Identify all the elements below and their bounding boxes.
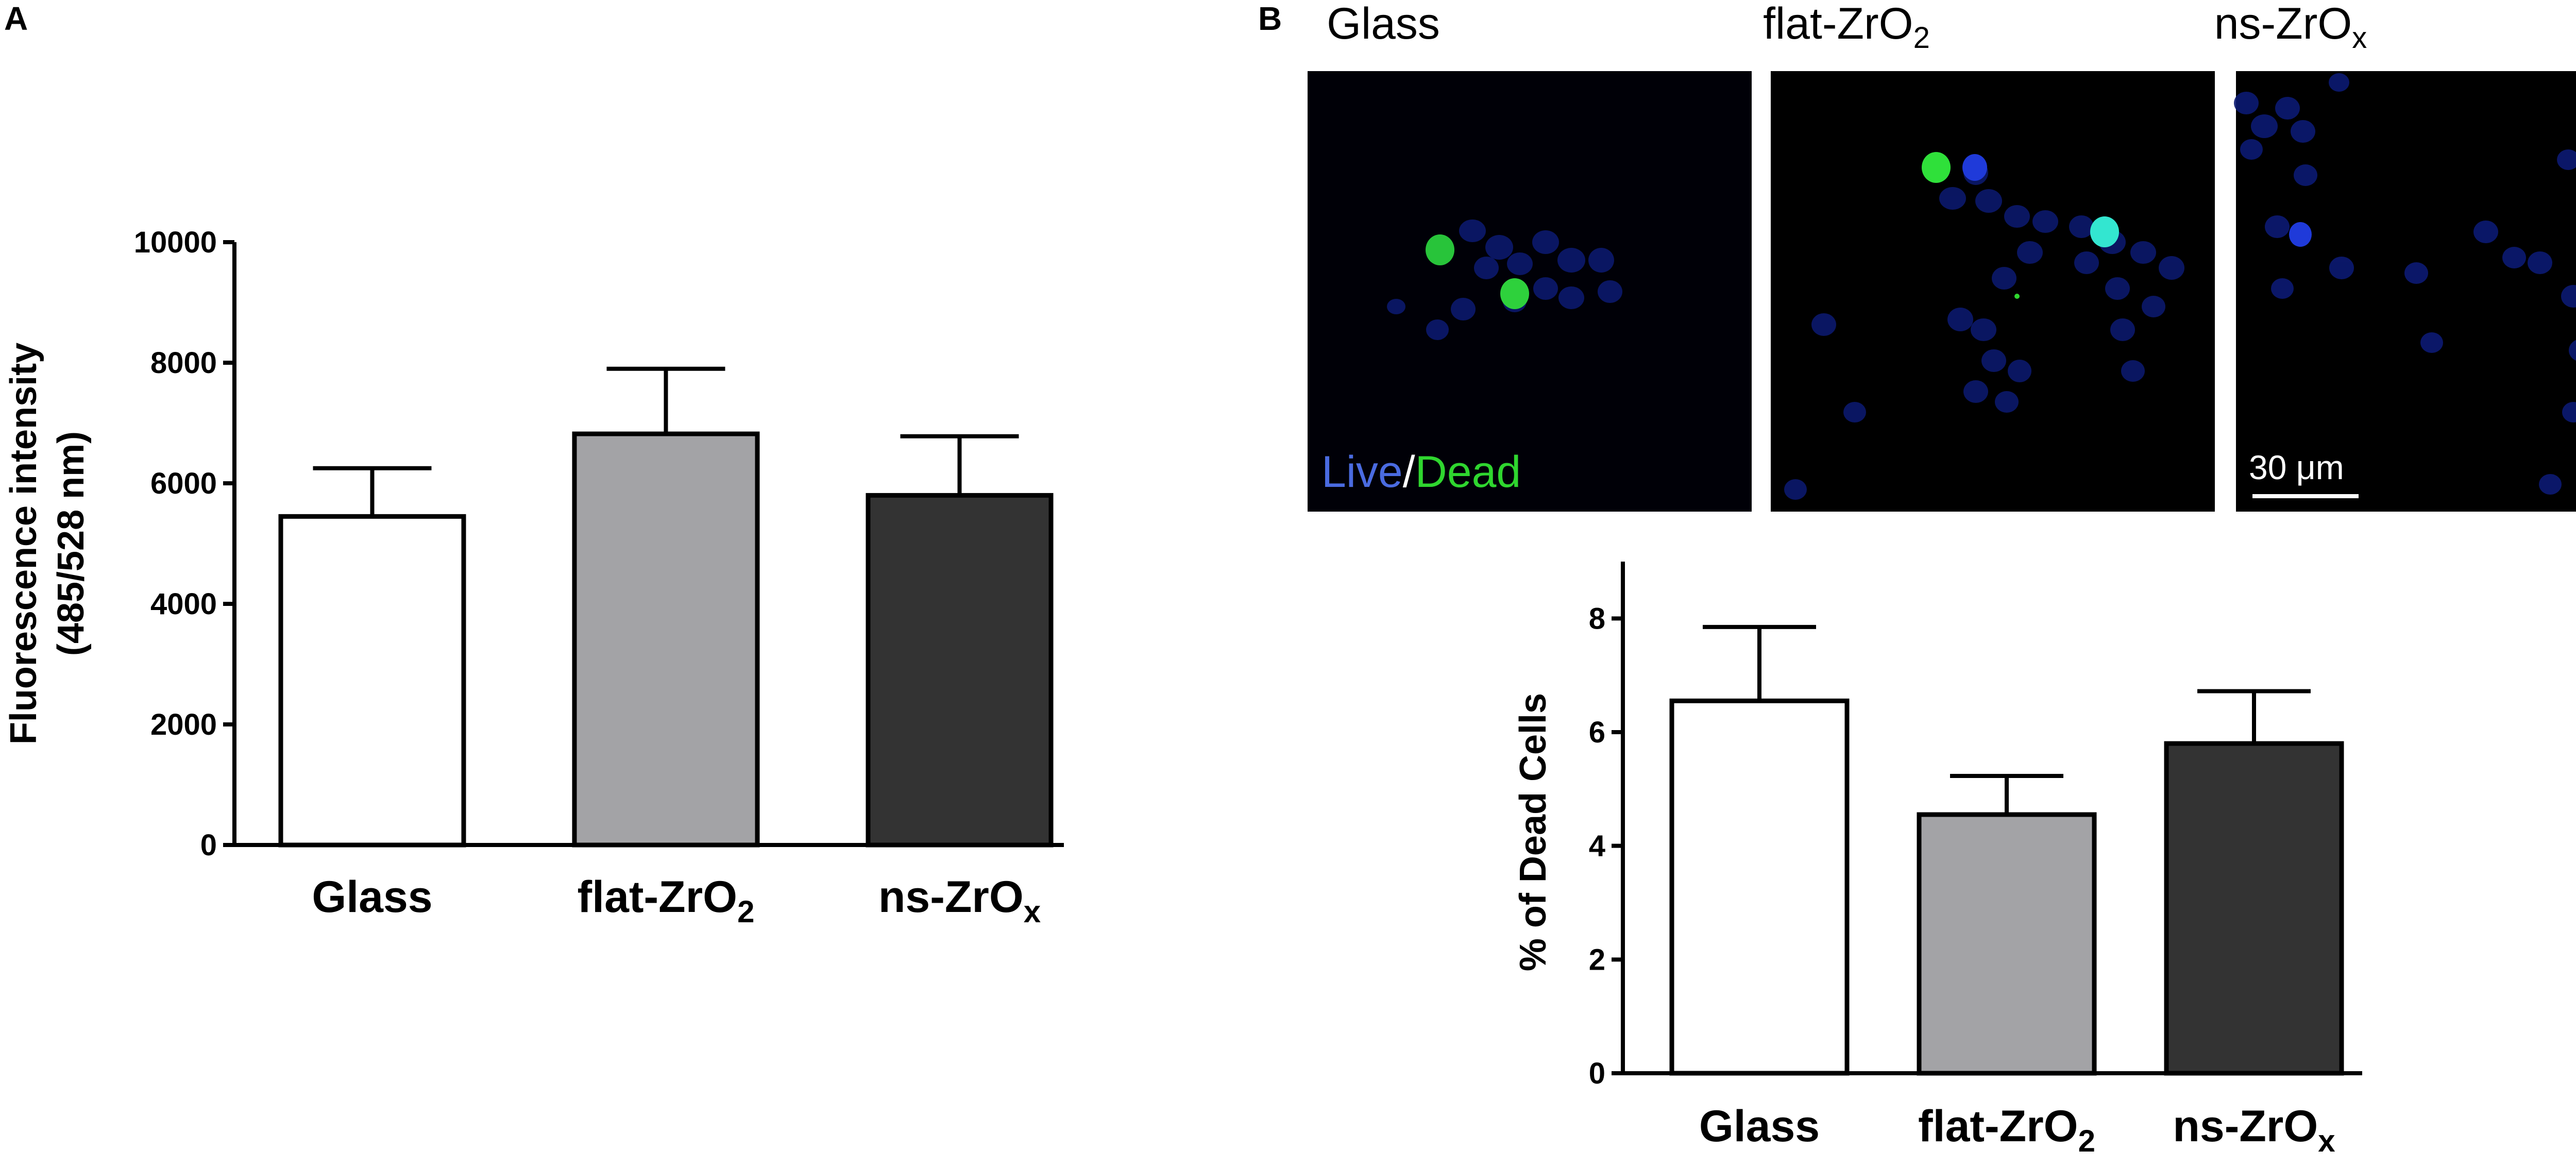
y-tick-label: 0 [1589,1057,1605,1090]
micrograph-background [1771,71,2215,512]
bar [2164,741,2344,1076]
y-axis-title: Fluorescence intensity (485/528 nm) [3,343,92,745]
dead-cell [1426,234,1454,265]
dead-cell [1922,152,1951,183]
bar [1917,812,2097,1076]
micrograph-panel: Glass flat-ZrO2 ns-ZrOx Live/Dead [1308,0,2576,512]
live-dead-legend: Live/Dead [1321,447,1521,497]
bar [866,493,1054,848]
micrograph-ns-zrox: 30 μm [2234,71,2576,512]
y-tick-label: 8 [1589,602,1605,635]
x-tick-label: ns-ZrOx [878,872,1041,929]
scale-bar-label: 30 μm [2249,448,2344,486]
x-tick-label: Glass [1699,1102,1820,1151]
panel-label-b: B [1258,0,1282,37]
x-tick-label: Glass [312,872,432,922]
micrograph-title-ns-zrox: ns-ZrOx [2214,0,2367,55]
y-tick-label: 4000 [150,587,217,621]
dead-cell [2090,216,2119,247]
y-tick-label: 10000 [134,226,217,259]
x-tick-label: flat-ZrO2 [1918,1102,2095,1158]
live-cell [1962,154,1987,181]
y-tick-label: 4 [1589,830,1605,863]
micrograph-background [1308,71,1752,512]
live-cell [2289,222,2312,247]
dead-cell [1500,278,1529,309]
micrograph-flat-zro2 [1771,71,2215,512]
x-tick-label: ns-ZrOx [2173,1102,2335,1158]
bar [572,431,760,848]
y-tick-label: 8000 [150,346,217,380]
y-tick-label: 6 [1589,716,1605,749]
x-tick-label: flat-ZrO2 [578,872,755,929]
chart-a: 0 2000 4000 6000 8000 10000 Glass flat-ZrO2 ns-Z… [3,226,1064,929]
micrograph-glass: Live/Dead [1308,71,1752,512]
y-tick-label: 2 [1589,943,1605,976]
debris [2014,294,2020,299]
y-tick-label: 0 [200,828,217,862]
bar [278,514,466,848]
chart-b: 0 2 4 6 8 Glass flat-ZrO2 ns-ZrOx % of Dead Cell… [1513,562,2362,1158]
y-axis-title: % of Dead Cells [1513,693,1554,971]
y-tick-label: 2000 [150,708,217,741]
y-tick-label: 6000 [150,467,217,500]
micrograph-title-flat-zro2: flat-ZrO2 [1763,0,1930,55]
bar [1669,698,1850,1076]
panel-label-a: A [4,0,28,37]
micrograph-title-glass: Glass [1327,0,1440,48]
